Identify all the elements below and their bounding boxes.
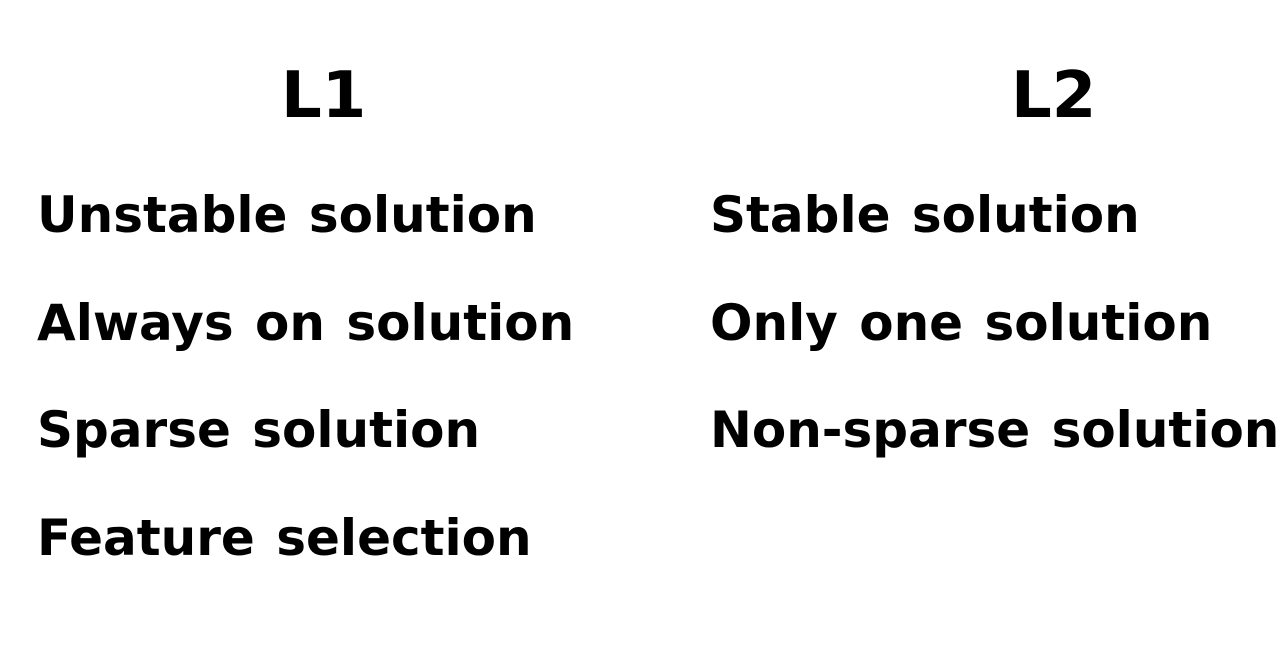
l2-property-item: Only one solution: [710, 293, 1213, 352]
l2-property-item: Stable solution: [710, 186, 1140, 244]
l1-property-list: Unstable solution Always on solution Spa…: [37, 184, 574, 614]
l1-property-item: Feature selection: [37, 508, 532, 567]
l2-property-item: Non-sparse solution: [710, 401, 1280, 459]
l2-heading: L2: [1011, 59, 1097, 133]
l1-property-item: Always on solution: [37, 293, 575, 352]
l1-property-item: Unstable solution: [37, 186, 537, 244]
l2-property-list: Stable solution Only one solution Non-sp…: [710, 184, 1279, 507]
l1-heading: L1: [281, 59, 367, 133]
l1-property-item: Sparse solution: [37, 401, 481, 459]
